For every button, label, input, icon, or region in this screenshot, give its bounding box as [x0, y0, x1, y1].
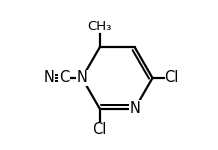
Text: N: N — [129, 101, 140, 116]
Text: CH₃: CH₃ — [87, 20, 112, 33]
Text: N: N — [44, 70, 54, 86]
Text: N: N — [77, 70, 87, 86]
Text: Cl: Cl — [92, 122, 107, 137]
Text: C: C — [59, 70, 69, 86]
Text: Cl: Cl — [164, 70, 178, 86]
